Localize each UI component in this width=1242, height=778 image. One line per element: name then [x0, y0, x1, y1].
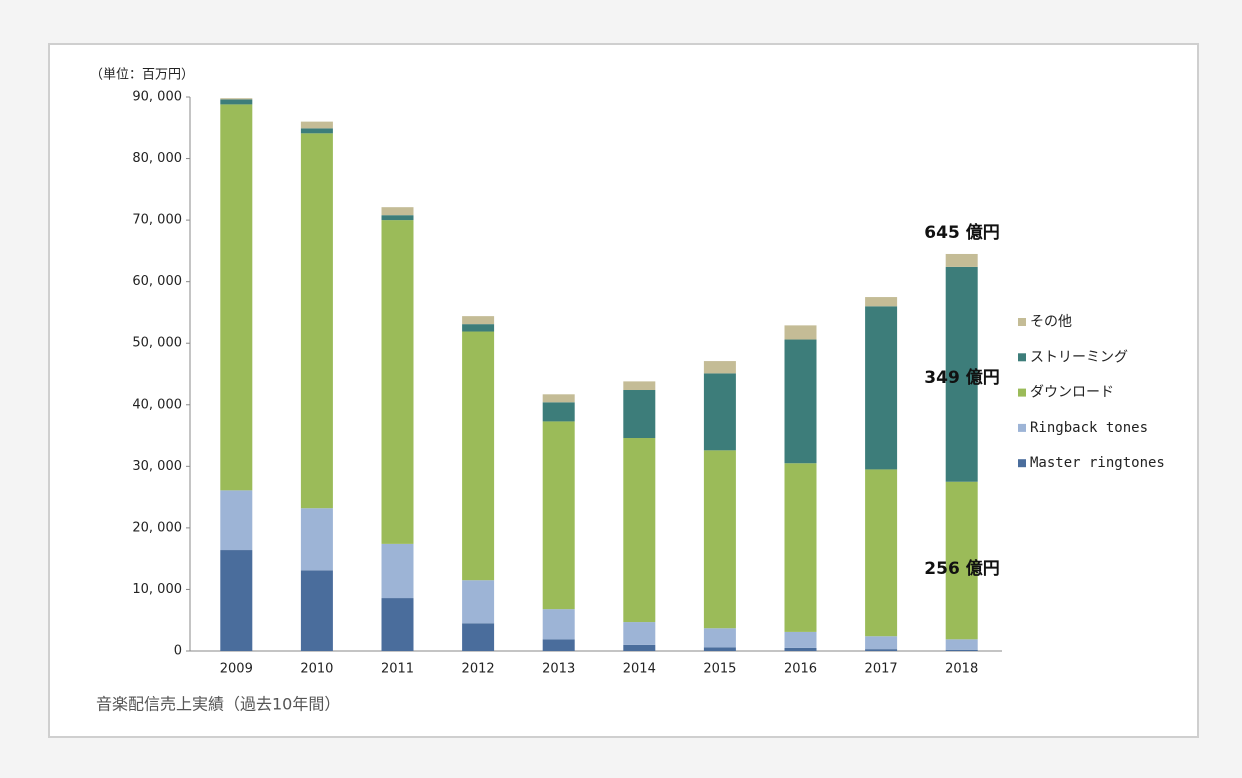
legend-swatch	[1018, 318, 1026, 326]
bar-segment	[865, 306, 898, 470]
bar-segment	[542, 402, 575, 422]
legend-label: Ringback tones	[1030, 420, 1148, 436]
bar-segment	[865, 649, 898, 651]
bar-segment	[462, 580, 495, 624]
bar-segment	[703, 361, 736, 374]
annotation: 645 億円	[924, 222, 999, 243]
bar-segment	[623, 390, 656, 439]
y-tick-label: 10, 000	[132, 582, 182, 597]
bar-segment	[865, 469, 898, 637]
bar-segment	[703, 450, 736, 629]
bar-segment	[542, 394, 575, 403]
bar-segment	[220, 550, 253, 651]
unit-label: （単位：百万円）	[90, 67, 194, 83]
legend-label: ダウンロード	[1030, 385, 1114, 401]
y-tick-label: 30, 000	[132, 459, 182, 474]
bar-segment	[542, 421, 575, 610]
y-tick-label: 70, 000	[132, 213, 182, 228]
bar-segment	[462, 331, 495, 581]
x-tick-label: 2015	[703, 662, 736, 677]
bar-segment	[381, 215, 414, 221]
legend-label: ストリーミング	[1030, 349, 1128, 365]
y-tick-label: 20, 000	[132, 520, 182, 535]
y-tick-label: 50, 000	[132, 336, 182, 351]
bar-segment	[462, 324, 495, 332]
y-tick-label: 0	[174, 644, 182, 659]
y-tick-label: 80, 000	[132, 151, 182, 166]
bar-segment	[623, 644, 656, 651]
bar-segment	[542, 609, 575, 640]
bar-segment	[945, 649, 978, 651]
bar-segment	[945, 253, 978, 267]
x-tick-label: 2012	[462, 662, 495, 677]
bar-segment	[865, 636, 898, 650]
y-tick-label: 60, 000	[132, 274, 182, 289]
bar-segment	[703, 628, 736, 648]
bar-segment	[381, 207, 414, 216]
legend-swatch	[1018, 423, 1026, 432]
bar-segment	[381, 220, 414, 544]
bar-segment	[784, 631, 817, 648]
y-tick-label: 90, 000	[132, 90, 182, 105]
x-tick-label: 2014	[623, 662, 656, 677]
x-tick-label: 2009	[220, 662, 253, 677]
bar-segment	[703, 647, 736, 651]
legend-label: その他	[1030, 314, 1072, 330]
bar-segment	[300, 128, 333, 134]
annotation: 256 億円	[924, 558, 999, 579]
bar-segment	[220, 490, 253, 551]
bar-segment	[784, 647, 817, 651]
bar-segment	[865, 297, 898, 307]
bar-segment	[623, 381, 656, 391]
bar-segment	[945, 266, 978, 482]
bar-segment	[703, 373, 736, 451]
bar-segment	[220, 104, 253, 491]
bar-segment	[220, 98, 253, 100]
bar-segment	[542, 639, 575, 651]
bar-segment	[300, 508, 333, 571]
bar-segment	[300, 133, 333, 509]
bar-segment	[381, 543, 414, 599]
legend-swatch	[1018, 459, 1026, 468]
y-tick-label: 40, 000	[132, 397, 182, 412]
x-tick-label: 2010	[300, 662, 333, 677]
legend-swatch	[1018, 353, 1026, 362]
x-tick-label: 2011	[381, 662, 414, 677]
bar-segment	[300, 121, 333, 129]
bar-segment	[462, 623, 495, 651]
x-tick-label: 2017	[865, 662, 898, 677]
bar-segment	[945, 481, 978, 640]
x-tick-label: 2013	[542, 662, 575, 677]
x-tick-label: 2018	[945, 662, 978, 677]
bar-segment	[220, 99, 253, 105]
x-tick-label: 2016	[784, 662, 817, 677]
caption: 音楽配信売上実績（過去10年間）	[96, 695, 340, 714]
legend-label: Master ringtones	[1030, 455, 1165, 471]
legend-swatch	[1018, 388, 1026, 397]
bar-segment	[623, 438, 656, 623]
bar-segment	[462, 316, 495, 325]
bar-segment	[381, 598, 414, 651]
annotation: 349 億円	[924, 367, 999, 388]
bar-segment	[623, 622, 656, 645]
bar-segment	[945, 639, 978, 650]
bar-segment	[300, 570, 333, 651]
bar-segment	[784, 339, 817, 464]
bar-segment	[784, 463, 817, 632]
bar-segment	[784, 325, 817, 340]
